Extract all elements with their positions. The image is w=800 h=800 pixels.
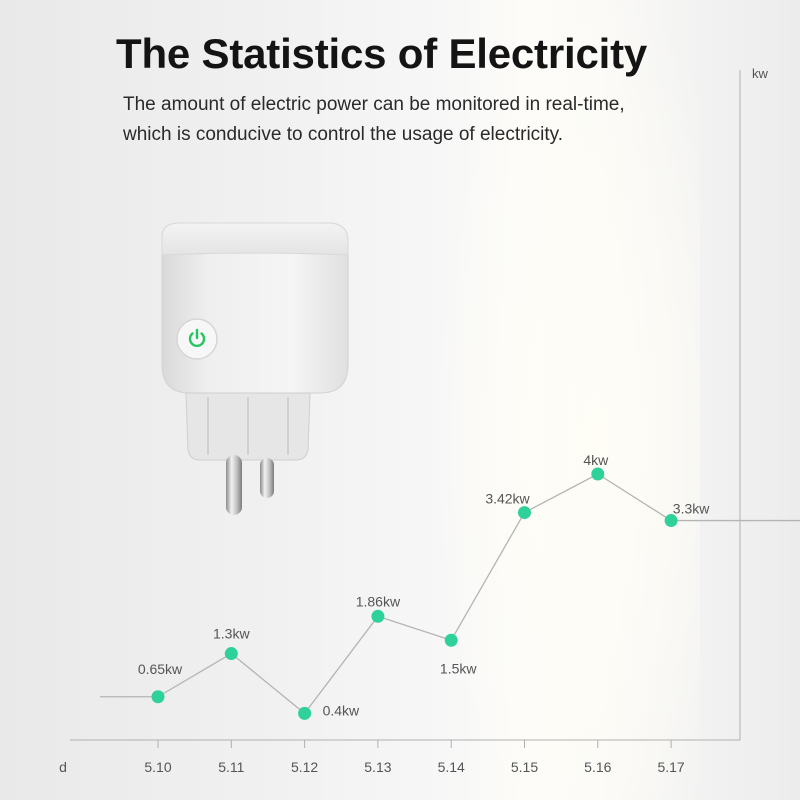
data-point bbox=[151, 690, 165, 704]
data-label: 4kw bbox=[583, 452, 609, 468]
data-point bbox=[371, 609, 385, 623]
x-tick-label: 5.15 bbox=[511, 759, 538, 775]
x-axis-label: d bbox=[59, 759, 67, 775]
x-tick-label: 5.12 bbox=[291, 759, 318, 775]
subtitle-line-2: which is conducive to control the usage … bbox=[123, 124, 564, 145]
x-tick-label: 5.17 bbox=[657, 759, 684, 775]
data-point bbox=[664, 514, 678, 528]
data-point bbox=[518, 506, 531, 520]
power-icon bbox=[188, 328, 206, 348]
page-title: The Statistics of Electricity bbox=[116, 30, 648, 77]
data-label: 1.86kw bbox=[356, 593, 401, 609]
background-light-glow bbox=[440, 0, 700, 800]
data-label: 3.42kw bbox=[485, 491, 530, 507]
data-label: 1.3kw bbox=[213, 626, 250, 642]
smart-plug-image bbox=[161, 222, 349, 515]
y-axis-label: kw bbox=[752, 66, 769, 81]
x-tick-label: 5.16 bbox=[584, 759, 611, 775]
x-tick-label: 5.14 bbox=[438, 759, 465, 775]
data-label: 0.65kw bbox=[138, 661, 183, 677]
data-label: 1.5kw bbox=[440, 660, 477, 676]
x-tick-label: 5.11 bbox=[218, 759, 244, 775]
data-label: 3.3kw bbox=[673, 501, 710, 517]
data-point bbox=[591, 467, 605, 481]
series-line bbox=[100, 473, 800, 715]
page-subtitle: The amount of electric power can be moni… bbox=[123, 90, 723, 150]
x-tick-label: 5.13 bbox=[364, 759, 391, 775]
data-label: 0.4kw bbox=[323, 702, 360, 718]
data-point bbox=[224, 647, 238, 661]
data-point bbox=[444, 633, 458, 647]
data-point bbox=[298, 706, 312, 720]
x-tick-label: 5.10 bbox=[144, 759, 171, 775]
subtitle-line-1: The amount of electric power can be moni… bbox=[123, 94, 625, 115]
